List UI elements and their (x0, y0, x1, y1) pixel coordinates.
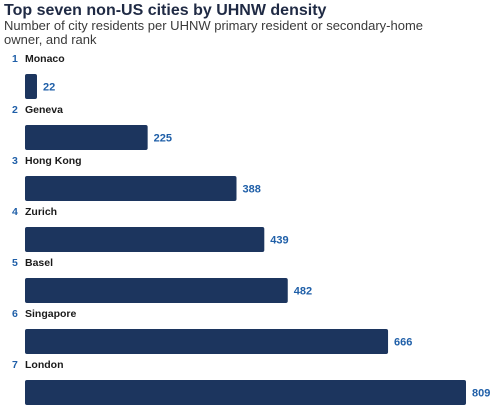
rank-label: 3 (12, 155, 18, 167)
value-label: 388 (243, 184, 261, 196)
rank-label: 4 (12, 206, 18, 218)
bar (25, 125, 148, 150)
rank-label: 1 (12, 53, 18, 65)
category-label: Singapore (25, 308, 77, 320)
value-label: 809 (472, 388, 490, 400)
bar (25, 380, 466, 405)
bar (25, 227, 265, 252)
bar (25, 329, 389, 354)
category-label: London (25, 359, 63, 371)
value-label: 22 (43, 82, 55, 94)
category-label: Hong Kong (25, 155, 82, 167)
value-label: 482 (294, 286, 312, 298)
chart-title: Top seven non-US cities by UHNW density (4, 2, 327, 19)
bar (25, 74, 37, 99)
value-label: 225 (154, 133, 172, 145)
rank-label: 7 (12, 359, 18, 371)
rank-label: 2 (12, 104, 18, 116)
category-label: Zurich (25, 206, 57, 218)
category-label: Monaco (25, 53, 65, 65)
category-label: Basel (25, 257, 53, 269)
bar (25, 278, 288, 303)
rank-label: 5 (12, 257, 18, 269)
bar (25, 176, 237, 201)
chart-subtitle: Number of city residents per UHNW primar… (4, 18, 424, 47)
category-label: Geneva (25, 104, 63, 116)
value-label: 439 (270, 235, 288, 247)
value-label: 666 (394, 337, 412, 349)
rank-label: 6 (12, 308, 18, 320)
